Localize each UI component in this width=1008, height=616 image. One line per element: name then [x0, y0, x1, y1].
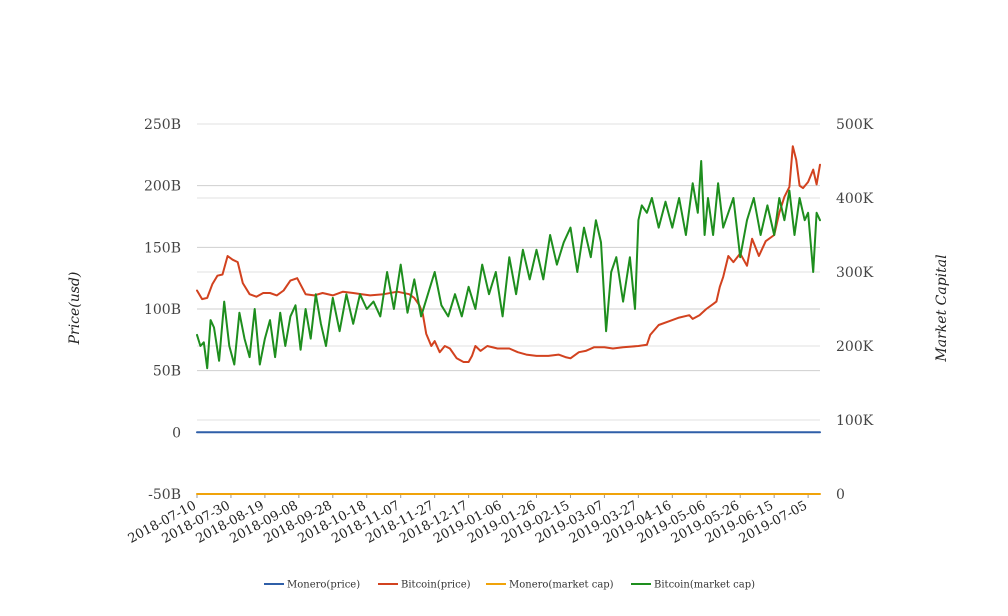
left-tick-label: 200B	[144, 179, 181, 195]
legend-label: Monero(price)	[287, 580, 360, 591]
right-tick-label: 500K	[836, 117, 874, 133]
right-tick-label: 300K	[836, 265, 874, 281]
left-tick-label: -50B	[148, 487, 181, 503]
right-tick-label: 400K	[836, 191, 874, 207]
legend-label: Bitcoin(market cap)	[654, 580, 755, 591]
legend: Monero(price) Bitcoin(price) Monero(market…	[264, 580, 755, 591]
right-tick-label: 100K	[836, 413, 874, 429]
y-axis-title-left: Price(usd)	[67, 272, 83, 346]
x-axis: 2018-07-102018-07-302018-08-192018-09-08…	[126, 494, 810, 547]
right-tick-label: 200K	[836, 339, 874, 355]
legend-item: Bitcoin(price)	[378, 580, 471, 591]
legend-item: Monero(market cap)	[486, 580, 614, 591]
y-axis-title-right: Market Capital	[934, 254, 950, 362]
legend-item: Bitcoin(market cap)	[631, 580, 755, 591]
legend-label: Bitcoin(price)	[401, 580, 471, 591]
left-axis: 250B 200B 150B 100B 50B 0 -50B	[144, 117, 181, 503]
legend-label: Monero(market cap)	[509, 580, 614, 591]
series-line-bitcoin-price	[196, 145, 821, 363]
left-tick-label: 0	[172, 425, 181, 441]
left-tick-label: 100B	[144, 302, 181, 318]
series-line-bitcoin-market-cap	[196, 160, 821, 370]
right-axis: 500K 400K 300K 200K 100K 0	[836, 117, 874, 503]
plot-area	[196, 145, 821, 495]
right-tick-label: 0	[836, 487, 845, 503]
legend-item: Monero(price)	[264, 580, 360, 591]
left-tick-label: 50B	[153, 364, 181, 380]
left-tick-label: 250B	[144, 117, 181, 133]
left-tick-label: 150B	[144, 240, 181, 256]
gridlines	[197, 123, 820, 495]
